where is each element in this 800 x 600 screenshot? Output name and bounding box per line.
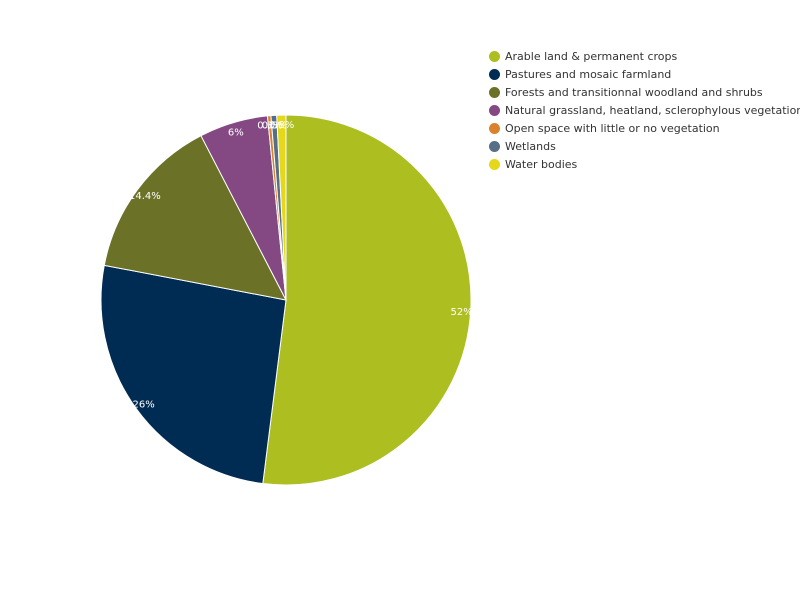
legend-swatch — [489, 104, 500, 116]
pie-data-label: 52% — [451, 307, 473, 318]
legend-swatch — [489, 50, 500, 62]
legend-swatch — [489, 86, 500, 98]
pie-slice[interactable] — [262, 114, 472, 486]
legend-swatch — [489, 158, 500, 170]
legend-item[interactable]: Forests and transitionnal woodland and s… — [489, 83, 800, 101]
pie-slices — [100, 114, 472, 486]
pie-data-label: 6% — [228, 127, 244, 138]
pie-data-label: 0.3% — [257, 121, 282, 132]
pie-slice[interactable] — [276, 114, 287, 301]
legend-swatch — [489, 122, 500, 134]
pie-data-label: 26% — [132, 399, 154, 410]
chart-legend: Arable land & permanent crops Pastures a… — [489, 47, 800, 173]
legend-label: Natural grassland, heatland, sclerophylo… — [505, 103, 800, 117]
legend-label: Open space with little or no vegetation — [505, 121, 720, 135]
legend-item[interactable]: Open space with little or no vegetation — [489, 119, 800, 137]
pie-data-label: 0.8% — [269, 120, 294, 131]
legend-item[interactable]: Natural grassland, heatland, sclerophylo… — [489, 101, 800, 119]
legend-item[interactable]: Water bodies — [489, 155, 800, 173]
legend-item[interactable]: Wetlands — [489, 137, 800, 155]
pie-slice[interactable] — [100, 264, 287, 485]
legend-label: Water bodies — [505, 157, 578, 171]
legend-swatch — [489, 68, 500, 80]
legend-swatch — [489, 140, 500, 152]
legend-label: Arable land & permanent crops — [505, 49, 678, 63]
pie-slice[interactable] — [103, 135, 287, 301]
legend-item[interactable]: Pastures and mosaic farmland — [489, 65, 800, 83]
pie-data-labels: 52% 26% 14.4% 6% 0.3%0.5%0.8% — [129, 120, 473, 410]
legend-label: Wetlands — [505, 139, 556, 153]
pie-data-label: 14.4% — [129, 191, 161, 202]
legend-label: Pastures and mosaic farmland — [505, 67, 672, 81]
legend-item[interactable]: Arable land & permanent crops — [489, 47, 800, 65]
legend-label: Forests and transitionnal woodland and s… — [505, 85, 763, 99]
pie-data-label: 0.5% — [262, 120, 287, 131]
